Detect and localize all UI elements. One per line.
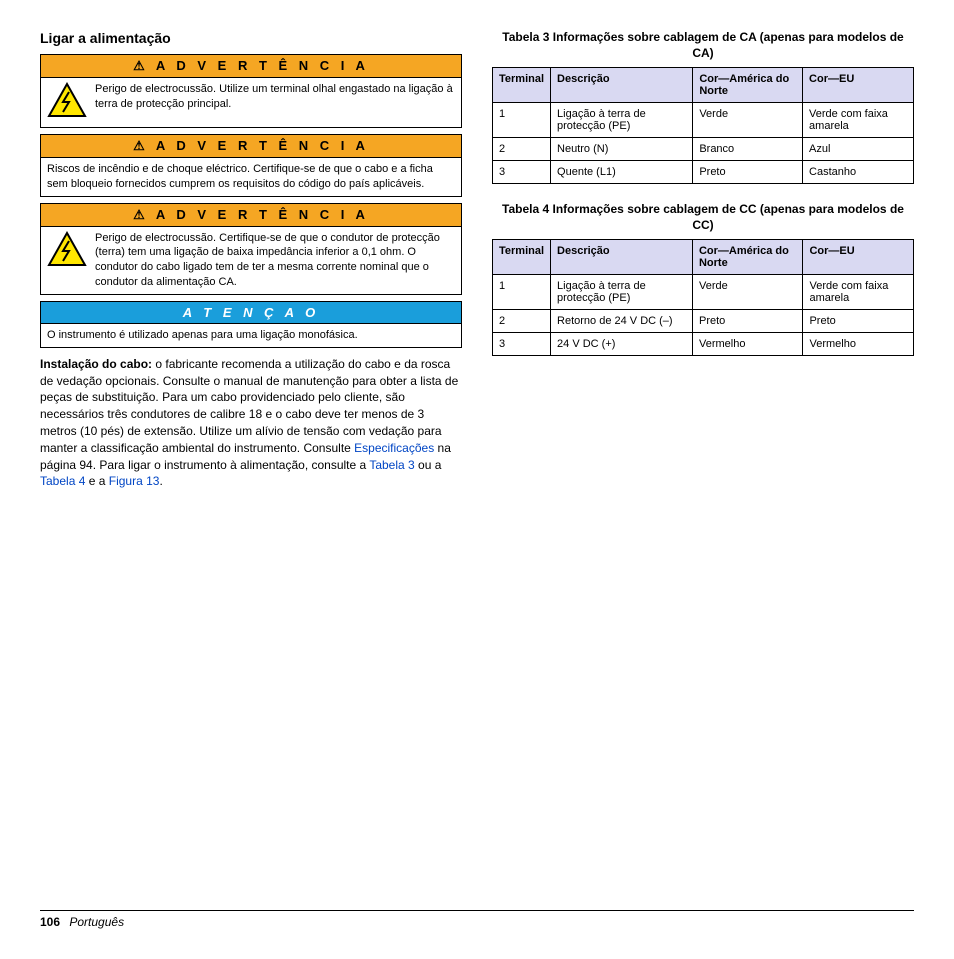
th: Cor—EU (803, 68, 914, 103)
table3: Terminal Descrição Cor—América do Norte … (492, 67, 914, 184)
td: Retorno de 24 V DC (–) (551, 310, 693, 333)
para-lead: Instalação do cabo: (40, 357, 152, 371)
warning-header-text: A D V E R T Ê N C I A (156, 58, 369, 73)
th: Cor—América do Norte (693, 68, 803, 103)
td: 1 (493, 103, 551, 138)
td: Neutro (N) (551, 138, 693, 161)
td: Vermelho (803, 333, 914, 356)
warning-triangle-icon: ⚠ (133, 207, 149, 222)
warning-header-1: ⚠ A D V E R T Ê N C I A (41, 55, 461, 78)
table-row: 1 Ligação à terra de protecção (PE) Verd… (493, 275, 914, 310)
td: Ligação à terra de protecção (PE) (551, 103, 693, 138)
shock-hazard-icon (47, 231, 87, 272)
table-row: 3 Quente (L1) Preto Castanho (493, 161, 914, 184)
para-seg-3: ou a (415, 458, 442, 472)
table-row: 2 Retorno de 24 V DC (–) Preto Preto (493, 310, 914, 333)
link-figura13[interactable]: Figura 13 (109, 474, 160, 488)
page-footer: 106 Português (40, 910, 914, 929)
th: Cor—América do Norte (692, 240, 802, 275)
td: Quente (L1) (551, 161, 693, 184)
td: Verde (693, 103, 803, 138)
th: Terminal (493, 68, 551, 103)
warning-triangle-icon: ⚠ (133, 138, 149, 153)
section-title: Ligar a alimentação (40, 30, 462, 46)
td: 3 (493, 161, 551, 184)
warning-box-2: ⚠ A D V E R T Ê N C I A Riscos de incênd… (40, 134, 462, 197)
notice-header: A T E N Ç A O (41, 302, 461, 324)
td: Azul (803, 138, 914, 161)
warning-header-2: ⚠ A D V E R T Ê N C I A (41, 135, 461, 158)
warning-text-2: Riscos de incêndio e de choque eléctrico… (41, 158, 461, 196)
warning-header-3: ⚠ A D V E R T Ê N C I A (41, 204, 461, 227)
td: 2 (493, 138, 551, 161)
th: Terminal (493, 240, 551, 275)
th: Descrição (551, 240, 693, 275)
td: Preto (692, 310, 802, 333)
body-paragraph: Instalação do cabo: o fabricante recomen… (40, 356, 462, 490)
td: Castanho (803, 161, 914, 184)
td: 24 V DC (+) (551, 333, 693, 356)
table4-caption: Tabela 4 Informações sobre cablagem de C… (492, 202, 914, 233)
warning-box-1: ⚠ A D V E R T Ê N C I A Perigo de electr… (40, 54, 462, 128)
table-header-row: Terminal Descrição Cor—América do Norte … (493, 68, 914, 103)
link-especificacoes[interactable]: Especificações (354, 441, 434, 455)
td: 1 (493, 275, 551, 310)
warning-triangle-icon: ⚠ (133, 58, 149, 73)
notice-text: O instrumento é utilizado apenas para um… (41, 324, 461, 347)
warning-box-3: ⚠ A D V E R T Ê N C I A Perigo de electr… (40, 203, 462, 295)
para-seg-5: . (159, 474, 162, 488)
notice-box: A T E N Ç A O O instrumento é utilizado … (40, 301, 462, 348)
warning-header-text: A D V E R T Ê N C I A (156, 138, 369, 153)
warning-header-text: A D V E R T Ê N C I A (156, 207, 369, 222)
td: Vermelho (692, 333, 802, 356)
warning-text-1: Perigo de electrocussão. Utilize um term… (95, 82, 455, 112)
td: Verde com faixa amarela (803, 103, 914, 138)
para-seg-4: e a (85, 474, 108, 488)
td: 3 (493, 333, 551, 356)
td: Verde com faixa amarela (803, 275, 914, 310)
table-row: 2 Neutro (N) Branco Azul (493, 138, 914, 161)
warning-text-3: Perigo de electrocussão. Certifique-se d… (95, 231, 455, 290)
td: Verde (692, 275, 802, 310)
table-row: 3 24 V DC (+) Vermelho Vermelho (493, 333, 914, 356)
th: Cor—EU (803, 240, 914, 275)
table-header-row: Terminal Descrição Cor—América do Norte … (493, 240, 914, 275)
td: Preto (693, 161, 803, 184)
link-tabela4[interactable]: Tabela 4 (40, 474, 85, 488)
link-tabela3[interactable]: Tabela 3 (369, 458, 414, 472)
td: Preto (803, 310, 914, 333)
table3-caption: Tabela 3 Informações sobre cablagem de C… (492, 30, 914, 61)
page-number: 106 (40, 915, 60, 929)
shock-hazard-icon (47, 82, 87, 123)
page-language: Português (69, 915, 124, 929)
td: Ligação à terra de protecção (PE) (551, 275, 693, 310)
table4: Terminal Descrição Cor—América do Norte … (492, 239, 914, 356)
td: Branco (693, 138, 803, 161)
table-row: 1 Ligação à terra de protecção (PE) Verd… (493, 103, 914, 138)
td: 2 (493, 310, 551, 333)
th: Descrição (551, 68, 693, 103)
